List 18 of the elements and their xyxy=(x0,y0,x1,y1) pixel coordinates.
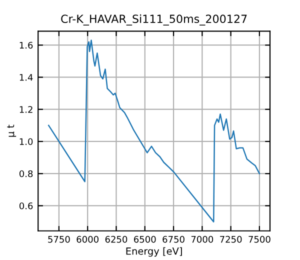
chart-title: Cr-K_HAVAR_Si111_50ms_200127 xyxy=(61,14,247,26)
x-tick-label: 5750 xyxy=(48,236,70,243)
line-series xyxy=(48,40,260,222)
x-tick-label: 7000 xyxy=(191,236,214,243)
x-tick-label: 7500 xyxy=(248,236,270,243)
x-tick-label: 6000 xyxy=(76,236,98,243)
x-tick-label: 6250 xyxy=(105,236,128,243)
x-tick-label: 6750 xyxy=(162,236,184,243)
x-axis-title: Energy [eV] xyxy=(126,247,182,257)
y-tick-label: 0.8 xyxy=(19,170,33,178)
y-tick-label: 1.6 xyxy=(20,42,33,49)
y-axis-title: μ t xyxy=(7,124,16,137)
y-tick-label: 1.0 xyxy=(20,138,33,146)
x-tick-label: 6500 xyxy=(134,236,156,243)
y-tick-label: 1.2 xyxy=(20,106,32,113)
x-tick-label: 7250 xyxy=(220,236,242,243)
y-tick-label: 0.6 xyxy=(19,202,33,210)
y-tick-label: 1.4 xyxy=(20,74,33,81)
